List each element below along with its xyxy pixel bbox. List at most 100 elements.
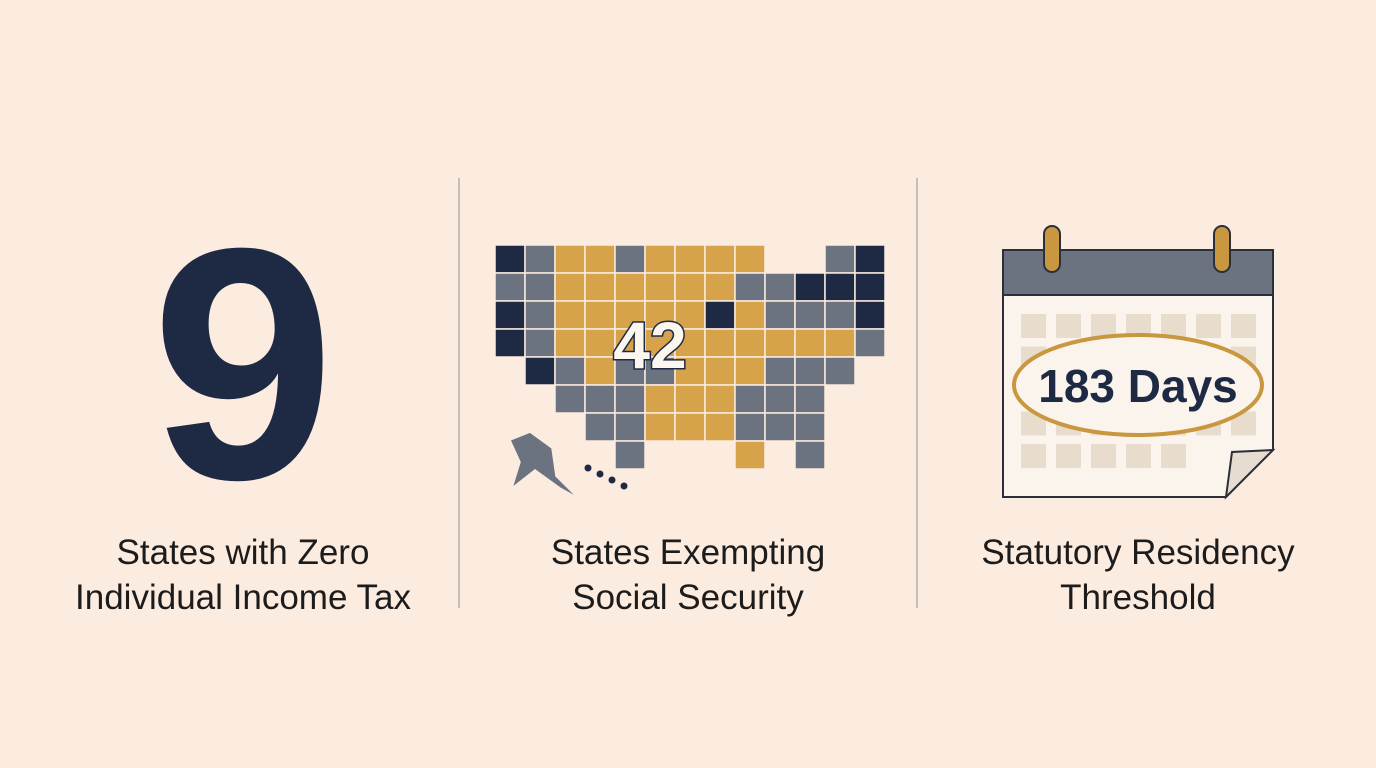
state xyxy=(674,272,706,302)
state xyxy=(734,328,766,358)
state xyxy=(854,328,886,358)
state xyxy=(554,384,586,414)
state xyxy=(824,328,856,358)
state xyxy=(794,272,826,302)
day-cell xyxy=(1231,314,1256,338)
state xyxy=(734,356,766,386)
state xyxy=(554,300,586,330)
state xyxy=(854,272,886,302)
state xyxy=(734,412,766,442)
state xyxy=(764,272,796,302)
state xyxy=(584,384,616,414)
island xyxy=(620,482,628,490)
stat-number: 183 Days xyxy=(1038,360,1238,412)
state xyxy=(824,300,856,330)
calendar-ring xyxy=(1043,225,1061,273)
state xyxy=(644,356,676,386)
day-cell xyxy=(1056,314,1081,338)
state xyxy=(704,272,736,302)
day-cell xyxy=(1161,444,1186,468)
highlight-circle xyxy=(1012,333,1264,437)
state xyxy=(584,300,616,330)
state xyxy=(824,272,856,302)
state xyxy=(704,244,736,274)
state xyxy=(824,244,856,274)
state xyxy=(524,272,556,302)
state xyxy=(614,244,646,274)
state xyxy=(704,384,736,414)
state xyxy=(764,384,796,414)
state xyxy=(494,244,526,274)
state xyxy=(734,300,766,330)
state xyxy=(644,412,676,442)
state xyxy=(584,328,616,358)
day-cell xyxy=(1161,314,1186,338)
state xyxy=(824,356,856,386)
state xyxy=(764,356,796,386)
state xyxy=(794,328,826,358)
state xyxy=(644,300,676,330)
stat-label: Threshold xyxy=(1060,578,1216,617)
state xyxy=(584,272,616,302)
stat-number: 9 xyxy=(151,179,335,548)
state xyxy=(614,300,646,330)
state xyxy=(794,300,826,330)
state xyxy=(614,440,646,470)
state xyxy=(584,412,616,442)
state xyxy=(584,356,616,386)
state xyxy=(614,272,646,302)
us-map xyxy=(494,244,886,499)
state xyxy=(674,412,706,442)
state xyxy=(494,300,526,330)
state xyxy=(734,440,766,470)
state xyxy=(854,244,886,274)
state xyxy=(854,300,886,330)
state xyxy=(704,356,736,386)
day-cell xyxy=(1196,314,1221,338)
state xyxy=(674,384,706,414)
page-curl xyxy=(1224,448,1276,500)
state xyxy=(494,328,526,358)
calendar xyxy=(1002,225,1276,500)
state xyxy=(524,300,556,330)
state xyxy=(794,440,826,470)
state xyxy=(644,384,676,414)
state xyxy=(524,356,556,386)
state xyxy=(704,300,736,330)
day-cell xyxy=(1091,444,1116,468)
day-cell xyxy=(1091,314,1116,338)
state xyxy=(494,272,526,302)
state xyxy=(764,300,796,330)
state xyxy=(554,356,586,386)
state xyxy=(554,244,586,274)
state xyxy=(794,384,826,414)
day-cell xyxy=(1126,444,1151,468)
stat-label: Social Security xyxy=(572,578,804,617)
stat-label: States with Zero xyxy=(117,533,370,572)
day-cell xyxy=(1021,444,1046,468)
stat-label: Statutory Residency xyxy=(981,533,1295,572)
state xyxy=(614,356,646,386)
state xyxy=(704,328,736,358)
stat-number: 42 xyxy=(613,308,686,382)
state xyxy=(794,356,826,386)
state xyxy=(704,412,736,442)
state xyxy=(508,431,579,499)
state xyxy=(764,328,796,358)
state xyxy=(524,328,556,358)
island xyxy=(584,464,592,472)
state xyxy=(764,412,796,442)
state xyxy=(794,412,826,442)
state xyxy=(584,244,616,274)
island xyxy=(608,476,616,484)
stat-label: Individual Income Tax xyxy=(75,578,411,617)
state xyxy=(554,328,586,358)
state xyxy=(644,272,676,302)
state xyxy=(674,244,706,274)
stat-label: States Exempting xyxy=(551,533,825,572)
state xyxy=(554,272,586,302)
state xyxy=(644,244,676,274)
day-cell xyxy=(1021,314,1046,338)
